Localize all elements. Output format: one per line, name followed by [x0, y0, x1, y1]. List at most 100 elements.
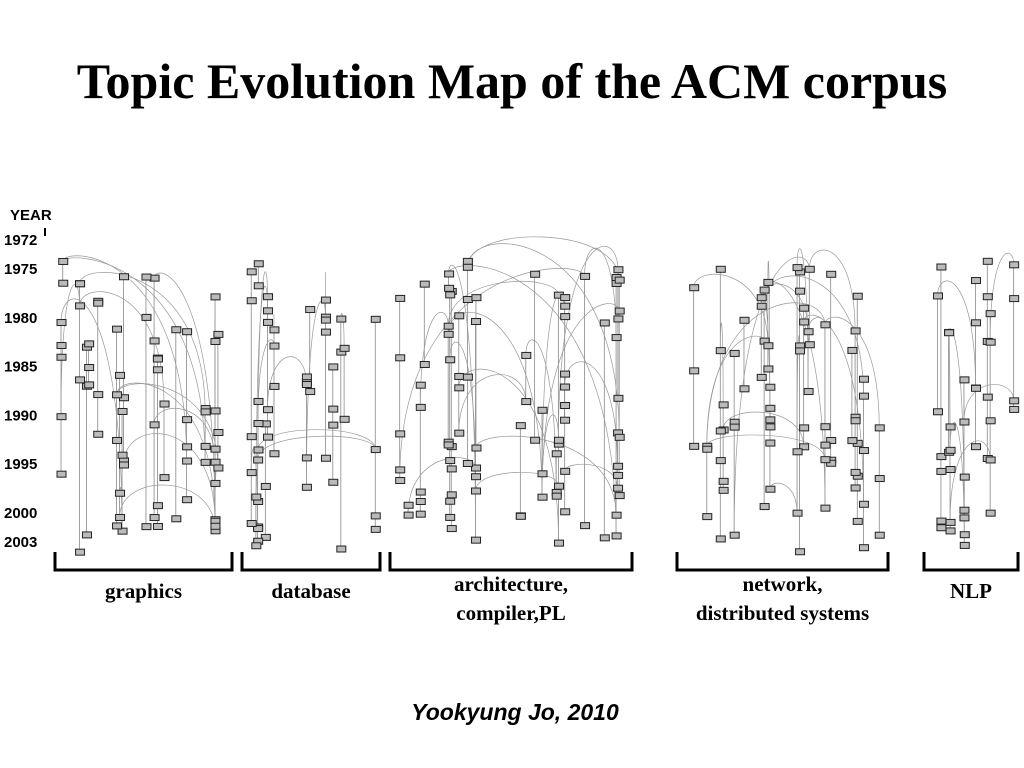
- edge: [60, 298, 123, 532]
- topic-node: [117, 527, 128, 535]
- edge: [448, 265, 617, 536]
- topic-node: [454, 384, 465, 392]
- topic-node: [729, 531, 740, 539]
- topic-node: [763, 365, 774, 373]
- topic-node: [959, 376, 970, 384]
- topic-node: [415, 403, 426, 411]
- topic-node: [820, 321, 831, 329]
- edge: [475, 472, 559, 492]
- topic-node: [210, 479, 221, 487]
- edge: [257, 429, 376, 450]
- topic-node: [471, 464, 482, 472]
- group-label: graphics: [105, 579, 182, 603]
- topic-node: [415, 381, 426, 389]
- topic-node: [471, 473, 482, 481]
- topic-node: [115, 371, 126, 379]
- topic-node: [804, 341, 815, 349]
- topic-node: [799, 318, 810, 326]
- topic-node: [328, 478, 339, 486]
- topic-node: [759, 286, 770, 294]
- topic-node: [729, 349, 740, 357]
- topic-node: [614, 307, 625, 315]
- topic-node: [84, 364, 95, 372]
- edge: [803, 314, 864, 505]
- topic-node: [118, 461, 129, 469]
- topic-node: [530, 436, 541, 444]
- topic-node: [210, 445, 221, 453]
- topic-node: [251, 542, 262, 550]
- topic-node: [765, 485, 776, 493]
- topic-node: [982, 257, 993, 265]
- topic-node: [715, 427, 726, 435]
- topic-node: [945, 518, 956, 526]
- topic-node: [718, 486, 729, 494]
- topic-node: [56, 470, 67, 478]
- topic-node: [56, 319, 67, 327]
- topic-node: [614, 492, 625, 500]
- topic-node: [200, 458, 211, 466]
- topic-node: [826, 459, 837, 467]
- topic-node: [58, 279, 69, 287]
- edge: [467, 236, 620, 281]
- topic-node: [253, 282, 264, 290]
- topic-node: [328, 421, 339, 429]
- topic-node: [93, 391, 104, 399]
- topic-node: [415, 488, 426, 496]
- topic-node: [959, 541, 970, 549]
- topic-node: [945, 465, 956, 473]
- topic-node: [260, 533, 271, 541]
- topic-node: [820, 456, 831, 464]
- topic-node: [213, 429, 224, 437]
- topic-node: [320, 328, 331, 336]
- topic-node: [850, 468, 861, 476]
- edge: [448, 264, 476, 541]
- topic-node: [932, 292, 943, 300]
- topic-node: [182, 443, 193, 451]
- group-bracket: [922, 552, 1020, 572]
- topic-node: [553, 436, 564, 444]
- topic-node: [1009, 397, 1020, 405]
- topic-node: [263, 406, 274, 414]
- topic-node: [763, 342, 774, 350]
- edge: [116, 382, 216, 520]
- topic-node: [58, 257, 69, 265]
- topic-node: [537, 406, 548, 414]
- topic-node: [182, 328, 193, 336]
- topic-node: [537, 493, 548, 501]
- topic-node: [799, 304, 810, 312]
- topic-node: [765, 423, 776, 431]
- topic-node: [253, 420, 264, 428]
- topic-node: [763, 278, 774, 286]
- topic-node: [115, 513, 126, 521]
- topic-node: [936, 467, 947, 475]
- topic-node: [765, 439, 776, 447]
- topic-node: [462, 263, 473, 271]
- topic-node: [75, 376, 86, 384]
- topic-node: [84, 340, 95, 348]
- topic-node: [537, 470, 548, 478]
- year-label: 1975: [4, 261, 37, 278]
- topic-node: [152, 502, 163, 510]
- topic-node: [936, 524, 947, 532]
- edge: [62, 257, 206, 463]
- topic-node: [56, 353, 67, 361]
- topic-node: [553, 482, 564, 490]
- topic-node: [795, 287, 806, 295]
- topic-node: [945, 446, 956, 454]
- topic-node: [715, 535, 726, 543]
- topic-node: [253, 456, 264, 464]
- topic-node: [395, 466, 406, 474]
- topic-node: [611, 334, 622, 342]
- topic-node: [1009, 405, 1020, 413]
- topic-node: [149, 337, 160, 345]
- topic-node: [118, 273, 129, 281]
- topic-node: [756, 294, 767, 302]
- group-label: network,: [743, 572, 823, 596]
- topic-node: [269, 382, 280, 390]
- topic-node: [149, 514, 160, 522]
- topic-node: [93, 430, 104, 438]
- topic-node: [792, 448, 803, 456]
- topic-node: [263, 433, 274, 441]
- topic-node: [182, 416, 193, 424]
- year-label: 2000: [4, 505, 37, 522]
